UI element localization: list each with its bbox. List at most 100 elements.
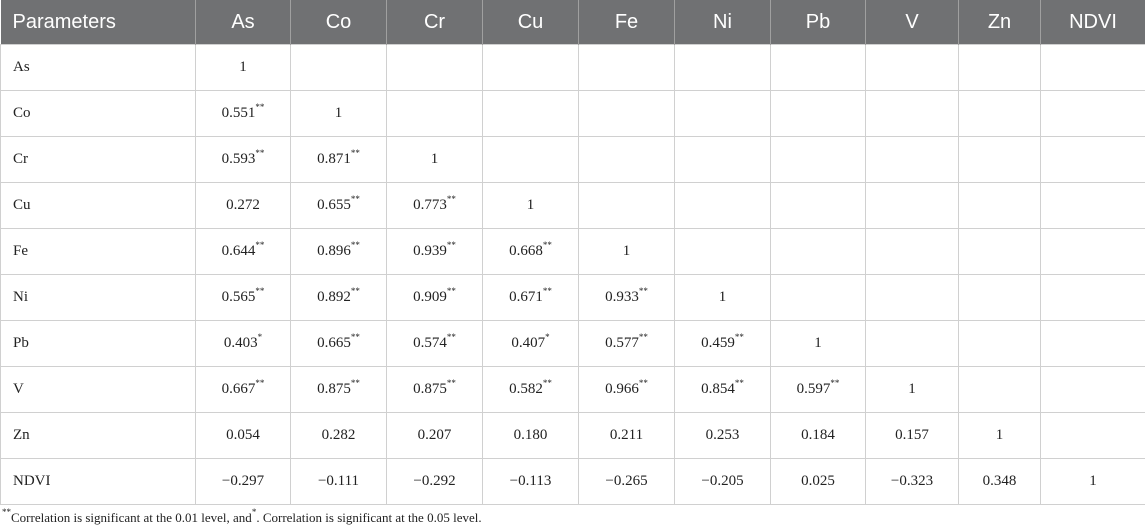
footnote-mark: *	[251, 507, 257, 517]
row-label: Cr	[0, 136, 196, 183]
footnote-text: Correlation is significant at the 0.01 l…	[11, 510, 252, 525]
cell-value: 0.667	[221, 381, 256, 397]
cell-value: 0.875	[413, 381, 447, 397]
table-cell	[865, 136, 959, 183]
table-cell: 1	[482, 182, 579, 229]
row-label: Cu	[0, 182, 196, 229]
table-cell	[290, 44, 387, 91]
significance-mark: **	[350, 194, 360, 204]
table-cell	[386, 90, 483, 137]
cell-value: 0.565	[221, 289, 256, 305]
table-cell: 0.282	[290, 412, 387, 459]
table-cell: 1	[958, 412, 1041, 459]
table-cell: 0.272	[195, 182, 291, 229]
significance-mark: **	[350, 240, 360, 250]
table-cell: 0.403*	[195, 320, 291, 367]
footnote-mark: **	[2, 507, 11, 517]
table-cell: 0.180	[482, 412, 579, 459]
table-body: As 1 Co 0.551** 1 Cr 0.593** 0.871** 1 Cu 0.272 0.6…	[0, 44, 1145, 505]
table-cell	[482, 90, 579, 137]
table-cell	[578, 136, 675, 183]
cell-value: 0.459	[701, 335, 735, 351]
cell-value: 0.644	[221, 243, 256, 259]
table-cell	[1040, 366, 1145, 413]
correlation-table: Parameters As Co Cr Cu Fe Ni Pb V Zn NDVI As 1 Co 0.5…	[0, 0, 1145, 505]
table-cell: 0.939**	[386, 228, 483, 275]
table-cell	[1040, 320, 1145, 367]
cell-value: 0.574	[413, 335, 447, 351]
table-row: Cr 0.593** 0.871** 1	[0, 136, 1145, 183]
table-cell: 1	[1040, 458, 1145, 505]
table-cell: 0.459**	[674, 320, 771, 367]
table-cell: 0.577**	[578, 320, 675, 367]
table-cell	[578, 90, 675, 137]
table-cell	[770, 136, 866, 183]
table-cell: 0.253	[674, 412, 771, 459]
significance-mark: **	[350, 378, 360, 388]
table-row: Cu 0.272 0.655** 0.773** 1	[0, 182, 1145, 229]
table-cell	[770, 90, 866, 137]
header-cell: As	[195, 0, 291, 45]
footnote-text: . Correlation is significant at the 0.05…	[256, 510, 482, 525]
table-cell: 0.909**	[386, 274, 483, 321]
cell-value: 0.871	[317, 151, 351, 167]
table-cell	[1040, 412, 1145, 459]
cell-value: 0.966	[605, 381, 639, 397]
cell-value: 0.593	[221, 151, 256, 167]
table-cell	[578, 182, 675, 229]
cell-value: 0.909	[413, 289, 447, 305]
table-cell: 0.157	[865, 412, 959, 459]
table-cell: 0.668**	[482, 228, 579, 275]
table-cell	[1040, 44, 1145, 91]
table-cell: 0.207	[386, 412, 483, 459]
table-cell	[674, 228, 771, 275]
table-row: Pb 0.403* 0.665** 0.574** 0.407* 0.577** 0.459…	[0, 320, 1145, 367]
header-cell: Ni	[674, 0, 771, 45]
table-cell	[578, 44, 675, 91]
table-cell: −0.111	[290, 458, 387, 505]
table-cell: 0.871**	[290, 136, 387, 183]
table-cell: 0.671**	[482, 274, 579, 321]
significance-mark: **	[446, 194, 456, 204]
significance-mark: **	[542, 286, 552, 296]
row-label: V	[0, 366, 196, 413]
table-cell	[770, 182, 866, 229]
row-label: NDVI	[0, 458, 196, 505]
table-cell: 0.593**	[195, 136, 291, 183]
table-cell	[674, 90, 771, 137]
table-cell	[770, 44, 866, 91]
cell-value: 0.773	[413, 197, 447, 213]
row-label: Fe	[0, 228, 196, 275]
table-row: V 0.667** 0.875** 0.875** 0.582** 0.966** 0.85…	[0, 366, 1145, 413]
table-cell: −0.297	[195, 458, 291, 505]
header-cell: Co	[290, 0, 387, 45]
significance-mark: **	[830, 378, 840, 388]
table-cell	[958, 182, 1041, 229]
cell-value: 0.665	[317, 335, 351, 351]
table-cell: 1	[290, 90, 387, 137]
cell-value: 0.939	[413, 243, 447, 259]
table-cell: 0.875**	[290, 366, 387, 413]
table-cell	[674, 136, 771, 183]
table-cell	[1040, 182, 1145, 229]
header-cell: Fe	[578, 0, 675, 45]
table-cell: 0.184	[770, 412, 866, 459]
table-cell: 0.966**	[578, 366, 675, 413]
table-cell: 0.854**	[674, 366, 771, 413]
table-cell	[1040, 274, 1145, 321]
cell-value: 0.407	[511, 335, 546, 351]
table-cell: 0.644**	[195, 228, 291, 275]
table-cell	[1040, 228, 1145, 275]
significance-mark: **	[638, 332, 648, 342]
table-cell	[1040, 90, 1145, 137]
significance-mark: **	[255, 240, 265, 250]
significance-mark: **	[542, 240, 552, 250]
table-cell	[482, 44, 579, 91]
table-cell: 1	[386, 136, 483, 183]
cell-value: 0.896	[317, 243, 351, 259]
table-cell	[958, 90, 1041, 137]
table-cell	[865, 44, 959, 91]
significance-mark: **	[446, 240, 456, 250]
cell-value: 0.668	[509, 243, 543, 259]
